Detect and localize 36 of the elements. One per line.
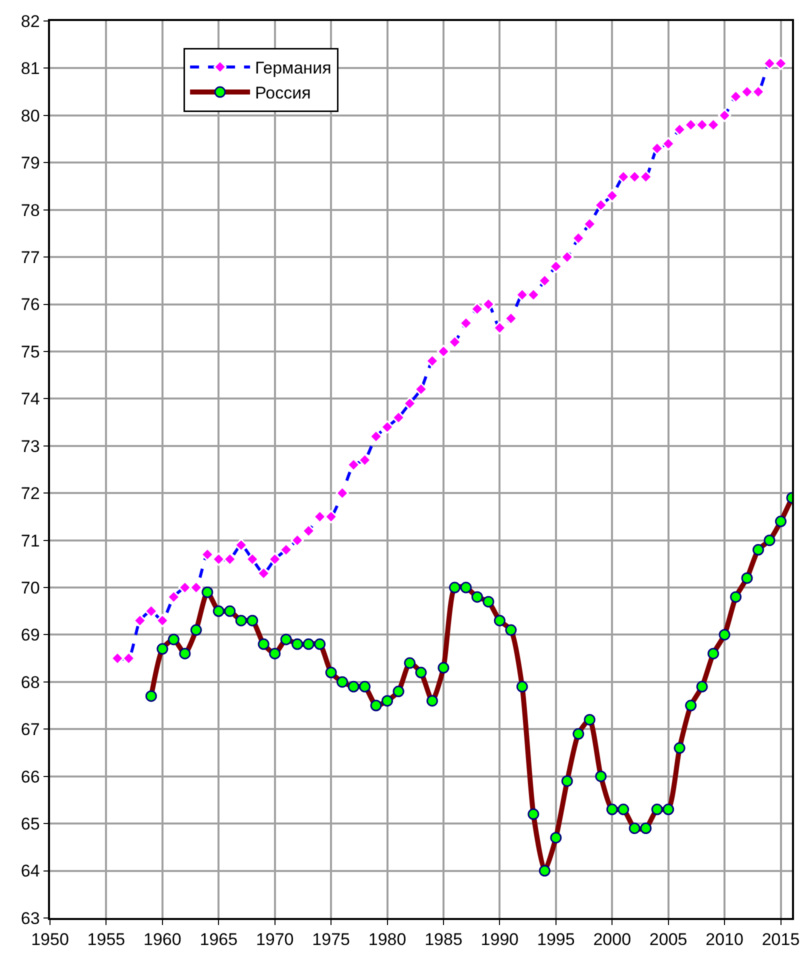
y-tick-label: 64 — [20, 862, 40, 881]
y-tick-label: 80 — [20, 106, 40, 126]
y-tick-label: 81 — [20, 59, 40, 78]
x-tick-label: 1980 — [368, 930, 406, 950]
y-tick-label: 70 — [20, 578, 40, 598]
y-tick-label: 69 — [20, 626, 40, 645]
y-tick-label: 75 — [20, 342, 40, 362]
y-tick-label: 82 — [20, 12, 40, 31]
x-tick-label: 1950 — [31, 930, 69, 950]
y-tick-label: 67 — [20, 720, 40, 740]
y-tick-label: 79 — [20, 154, 40, 173]
y-tick-label: 65 — [20, 814, 40, 834]
x-tick-label: 1970 — [256, 930, 294, 950]
y-tick-label: 74 — [20, 390, 40, 409]
y-tick-label: 63 — [20, 908, 40, 928]
x-tick-label: 1960 — [144, 930, 182, 950]
x-tick-label: 2015 — [762, 930, 800, 950]
x-tick-label: 1985 — [424, 930, 462, 950]
legend-label: Германия — [255, 58, 332, 78]
y-tick-label: 71 — [20, 531, 40, 550]
x-tick-label: 1990 — [480, 930, 519, 950]
y-tick-label: 77 — [20, 248, 40, 267]
legend-label: Россия — [255, 84, 311, 103]
x-tick-label: 2000 — [593, 930, 632, 950]
y-tick-label: 76 — [20, 295, 40, 314]
x-tick-label: 1955 — [87, 930, 126, 950]
y-tick-label: 78 — [20, 200, 40, 220]
x-tick-label: 1975 — [312, 930, 350, 950]
y-tick-label: 68 — [20, 672, 40, 692]
x-tick-label: 2010 — [706, 930, 744, 950]
y-tick-label: 72 — [20, 484, 40, 504]
x-tick-label: 1965 — [200, 930, 238, 950]
x-tick-label: 1995 — [536, 930, 575, 950]
x-tick-label: 2005 — [649, 930, 688, 950]
y-tick-label: 73 — [20, 436, 40, 456]
y-tick-label: 66 — [20, 767, 40, 786]
